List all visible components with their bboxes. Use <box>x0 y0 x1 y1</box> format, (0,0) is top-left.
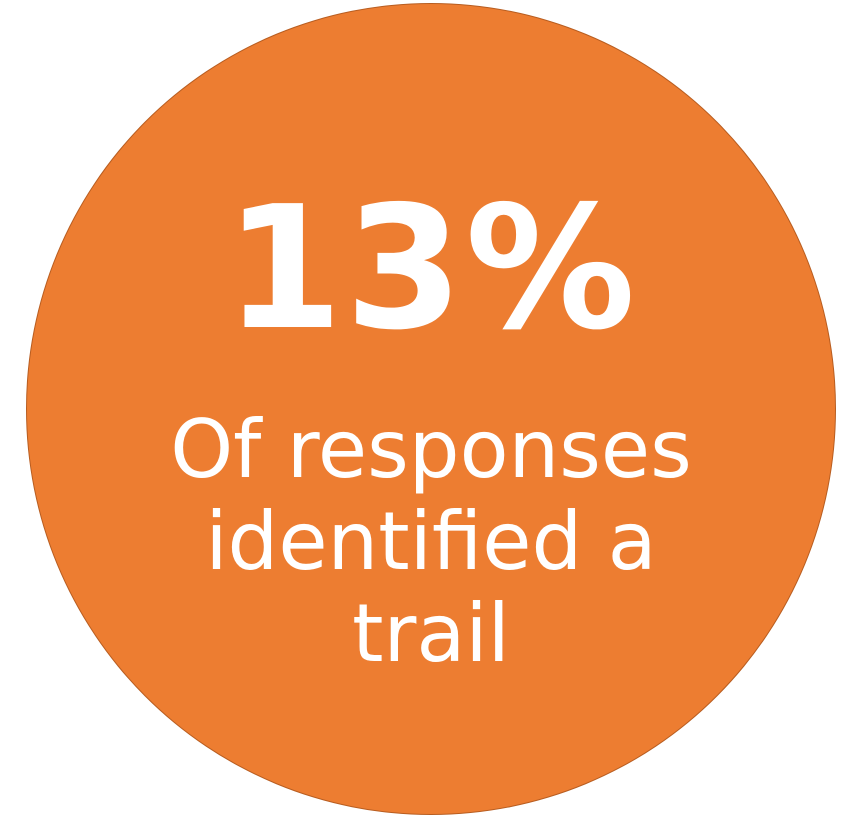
stat-caption: Of responses identified a trail <box>26 404 836 680</box>
caption-line-2: identified a <box>205 495 657 588</box>
caption-line-3: trail <box>352 587 510 680</box>
percentage-value: 13% <box>224 170 638 368</box>
caption-line-1: Of responses <box>170 403 692 496</box>
stat-circle <box>26 3 836 815</box>
